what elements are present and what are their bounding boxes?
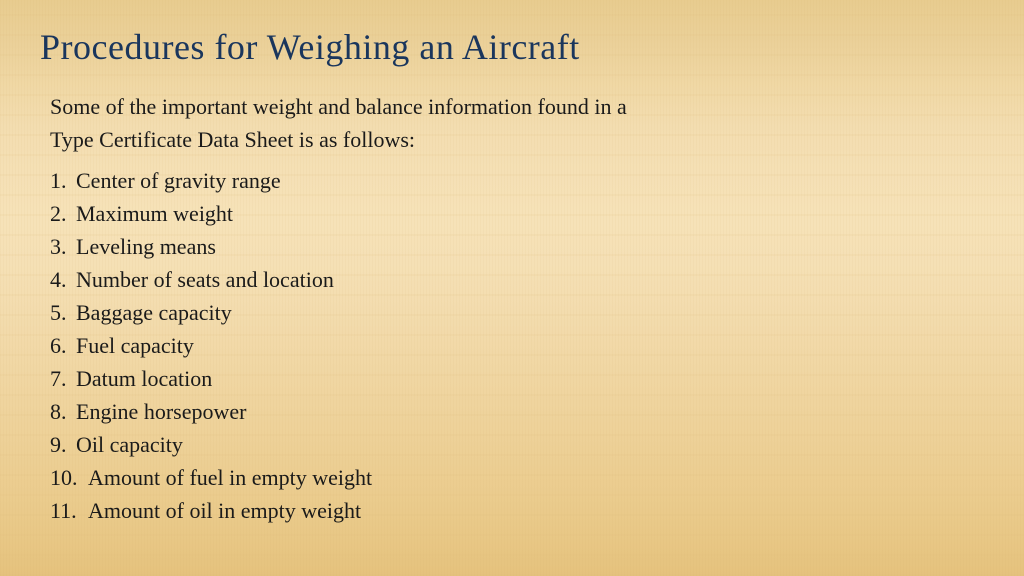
list-item: 4. Number of seats and location bbox=[50, 263, 984, 296]
list-text: Amount of oil in empty weight bbox=[88, 494, 361, 527]
list-text: Leveling means bbox=[76, 230, 216, 263]
slide-title: Procedures for Weighing an Aircraft bbox=[40, 26, 984, 68]
list-number: 10. bbox=[50, 461, 88, 494]
list-item: 3. Leveling means bbox=[50, 230, 984, 263]
list-item: 8. Engine horsepower bbox=[50, 395, 984, 428]
list-text: Fuel capacity bbox=[76, 329, 194, 362]
slide-container: Procedures for Weighing an Aircraft Some… bbox=[0, 0, 1024, 576]
list-text: Number of seats and location bbox=[76, 263, 334, 296]
list-item: 7. Datum location bbox=[50, 362, 984, 395]
list-item: 1. Center of gravity range bbox=[50, 164, 984, 197]
list-text: Engine horsepower bbox=[76, 395, 246, 428]
list-number: 6. bbox=[50, 329, 76, 362]
list-text: Center of gravity range bbox=[76, 164, 281, 197]
list-number: 9. bbox=[50, 428, 76, 461]
list-item: 11. Amount of oil in empty weight bbox=[50, 494, 984, 527]
list-item: 5. Baggage capacity bbox=[50, 296, 984, 329]
list-number: 7. bbox=[50, 362, 76, 395]
list-number: 4. bbox=[50, 263, 76, 296]
list-number: 3. bbox=[50, 230, 76, 263]
list-item: 2. Maximum weight bbox=[50, 197, 984, 230]
list-number: 8. bbox=[50, 395, 76, 428]
list-number: 2. bbox=[50, 197, 76, 230]
numbered-list: 1. Center of gravity range 2. Maximum we… bbox=[50, 164, 984, 527]
list-number: 11. bbox=[50, 494, 88, 527]
list-text: Datum location bbox=[76, 362, 212, 395]
list-text: Maximum weight bbox=[76, 197, 233, 230]
list-text: Baggage capacity bbox=[76, 296, 232, 329]
list-item: 9. Oil capacity bbox=[50, 428, 984, 461]
list-number: 5. bbox=[50, 296, 76, 329]
list-text: Amount of fuel in empty weight bbox=[88, 461, 372, 494]
list-item: 6. Fuel capacity bbox=[50, 329, 984, 362]
list-item: 10. Amount of fuel in empty weight bbox=[50, 461, 984, 494]
list-number: 1. bbox=[50, 164, 76, 197]
slide-intro: Some of the important weight and balance… bbox=[50, 90, 670, 156]
list-text: Oil capacity bbox=[76, 428, 183, 461]
